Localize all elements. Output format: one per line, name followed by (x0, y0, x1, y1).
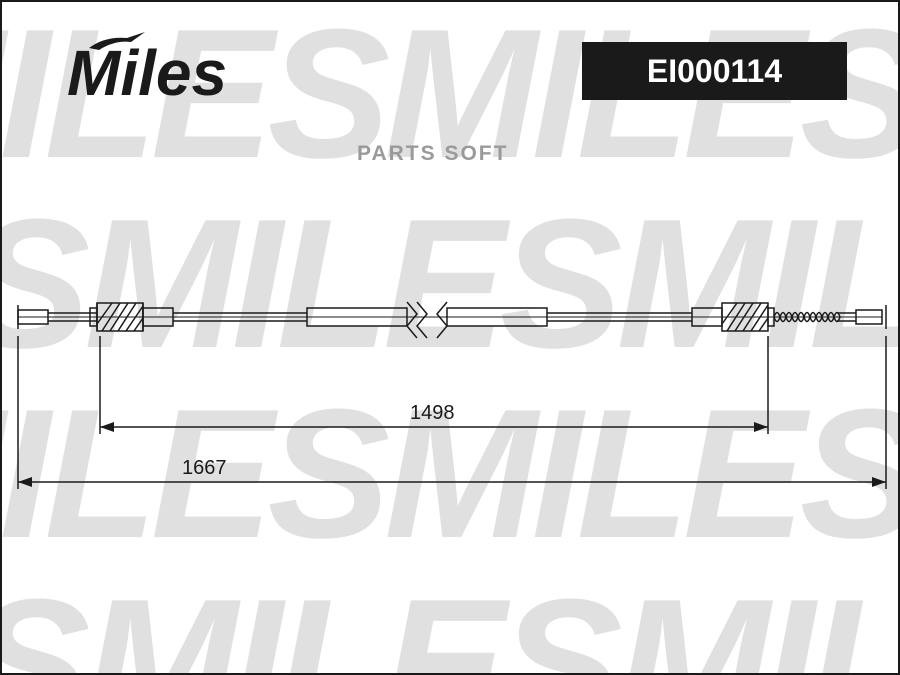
drawing-canvas: MILESMILESMILES MILESMILESMILES MILESMIL… (0, 0, 900, 675)
cable-technical-drawing (2, 2, 900, 675)
dimension-inner-length: 1498 (410, 402, 455, 425)
dimension-overall-length: 1667 (182, 457, 227, 480)
